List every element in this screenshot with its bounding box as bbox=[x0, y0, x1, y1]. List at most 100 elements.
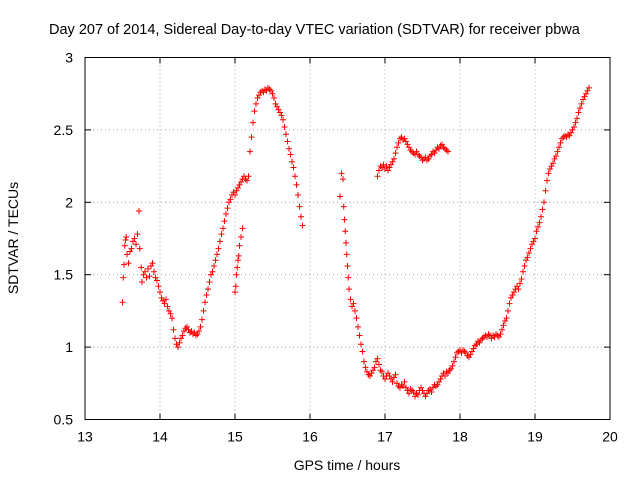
data-point bbox=[568, 129, 574, 136]
data-point bbox=[413, 148, 420, 155]
data-point bbox=[217, 238, 223, 245]
data-point bbox=[142, 268, 148, 275]
data-point bbox=[191, 329, 198, 336]
data-point bbox=[503, 315, 510, 322]
data-point bbox=[434, 144, 441, 151]
data-point bbox=[553, 152, 559, 159]
data-point bbox=[194, 331, 201, 338]
data-point bbox=[509, 291, 516, 298]
data-point bbox=[565, 131, 571, 138]
data-point bbox=[340, 176, 346, 183]
data-point bbox=[545, 170, 552, 177]
data-point bbox=[182, 325, 189, 332]
data-point bbox=[376, 361, 382, 368]
data-point bbox=[398, 381, 405, 388]
data-point bbox=[392, 150, 399, 157]
data-point bbox=[281, 124, 288, 131]
data-point bbox=[379, 368, 385, 375]
data-point bbox=[386, 373, 393, 380]
data-point bbox=[157, 289, 163, 296]
data-point bbox=[569, 126, 576, 133]
data-point bbox=[488, 335, 495, 342]
data-point bbox=[407, 386, 414, 393]
data-point bbox=[172, 335, 178, 342]
data-point bbox=[448, 365, 454, 372]
data-point bbox=[514, 283, 520, 290]
data-point bbox=[394, 144, 400, 151]
data-point bbox=[389, 378, 396, 385]
data-point bbox=[253, 100, 259, 107]
data-point bbox=[566, 132, 573, 139]
data-point bbox=[385, 167, 391, 174]
data-point bbox=[392, 371, 399, 378]
data-point bbox=[554, 148, 561, 155]
data-point bbox=[479, 335, 486, 342]
data-point bbox=[148, 263, 154, 270]
data-point bbox=[575, 109, 582, 116]
data-point bbox=[295, 192, 301, 199]
data-point bbox=[403, 384, 409, 391]
data-point bbox=[289, 158, 295, 165]
data-point bbox=[467, 351, 474, 358]
data-point bbox=[181, 328, 187, 335]
data-point bbox=[154, 277, 160, 284]
data-point bbox=[235, 184, 241, 191]
data-point bbox=[419, 387, 426, 394]
data-point bbox=[427, 152, 433, 159]
data-point bbox=[473, 341, 480, 348]
data-point bbox=[371, 364, 378, 371]
data-point bbox=[160, 297, 166, 304]
data-point bbox=[293, 181, 300, 188]
data-point bbox=[530, 238, 537, 245]
data-point bbox=[472, 342, 478, 349]
data-point bbox=[572, 119, 579, 126]
data-point bbox=[292, 173, 298, 180]
data-point bbox=[362, 364, 369, 371]
data-point bbox=[529, 241, 535, 248]
data-point bbox=[164, 303, 171, 310]
data-point bbox=[434, 381, 441, 388]
data-point bbox=[442, 373, 448, 380]
data-point bbox=[367, 373, 373, 380]
data-point bbox=[235, 257, 241, 264]
data-point bbox=[548, 163, 555, 170]
data-point bbox=[550, 160, 556, 167]
data-point bbox=[119, 299, 126, 306]
data-point bbox=[518, 276, 525, 283]
data-point bbox=[413, 390, 420, 397]
data-point bbox=[214, 251, 220, 258]
data-point bbox=[427, 386, 433, 393]
data-point bbox=[415, 151, 421, 158]
data-point bbox=[120, 274, 127, 281]
data-point bbox=[134, 231, 141, 238]
data-point bbox=[520, 268, 526, 275]
data-point bbox=[430, 148, 436, 155]
data-point bbox=[551, 155, 558, 162]
data-point bbox=[283, 131, 289, 138]
data-point bbox=[407, 147, 414, 154]
data-point bbox=[430, 384, 436, 391]
data-point bbox=[236, 181, 243, 188]
data-point bbox=[485, 331, 492, 338]
data-point bbox=[403, 138, 409, 145]
data-point bbox=[383, 163, 390, 170]
plot-area-frame bbox=[84, 57, 611, 420]
data-point bbox=[452, 354, 459, 361]
data-point bbox=[463, 349, 469, 356]
data-point bbox=[149, 260, 156, 267]
data-point bbox=[388, 161, 394, 168]
data-point bbox=[500, 322, 507, 329]
data-point bbox=[418, 384, 424, 391]
data-point bbox=[232, 289, 238, 296]
data-point bbox=[155, 283, 162, 290]
data-point bbox=[382, 165, 388, 172]
data-point bbox=[244, 177, 250, 184]
data-point bbox=[130, 238, 136, 245]
data-point bbox=[580, 96, 586, 103]
x-tick-label: 16 bbox=[302, 429, 318, 445]
data-point bbox=[436, 378, 442, 385]
data-point bbox=[173, 341, 180, 348]
data-point bbox=[422, 154, 429, 161]
data-point bbox=[365, 371, 372, 378]
